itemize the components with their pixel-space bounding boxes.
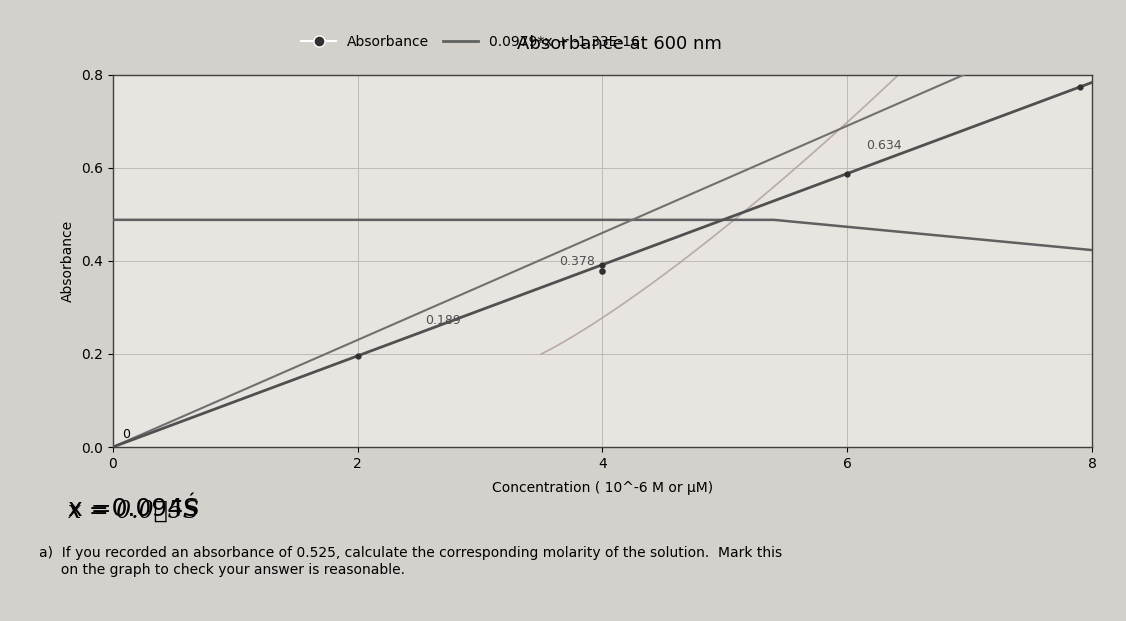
- Text: 0.634: 0.634: [866, 139, 901, 152]
- Text: 0.378: 0.378: [560, 255, 596, 268]
- Text: 0: 0: [123, 428, 131, 441]
- Text: a)  If you recorded an absorbance of 0.525, calculate the corresponding molarity: a) If you recorded an absorbance of 0.52…: [39, 546, 783, 577]
- Text: Absorbance at 600 nm: Absorbance at 600 nm: [517, 35, 722, 53]
- Point: [349, 351, 367, 361]
- Point: [593, 266, 611, 276]
- Text: 0.189: 0.189: [425, 314, 461, 327]
- Point: [593, 260, 611, 270]
- Text: x =0.094Ś: x =0.094Ś: [68, 497, 198, 521]
- Text: x = 0.0৴5S: x = 0.0৴5S: [68, 500, 198, 523]
- Y-axis label: Absorbance: Absorbance: [61, 220, 75, 302]
- Point: [1071, 82, 1089, 92]
- Legend: Absorbance, 0.0979*x + -1.33E-16: Absorbance, 0.0979*x + -1.33E-16: [296, 29, 645, 55]
- Point: [838, 168, 857, 178]
- Text: Concentration ( 10^-6 M or μM): Concentration ( 10^-6 M or μM): [492, 481, 713, 496]
